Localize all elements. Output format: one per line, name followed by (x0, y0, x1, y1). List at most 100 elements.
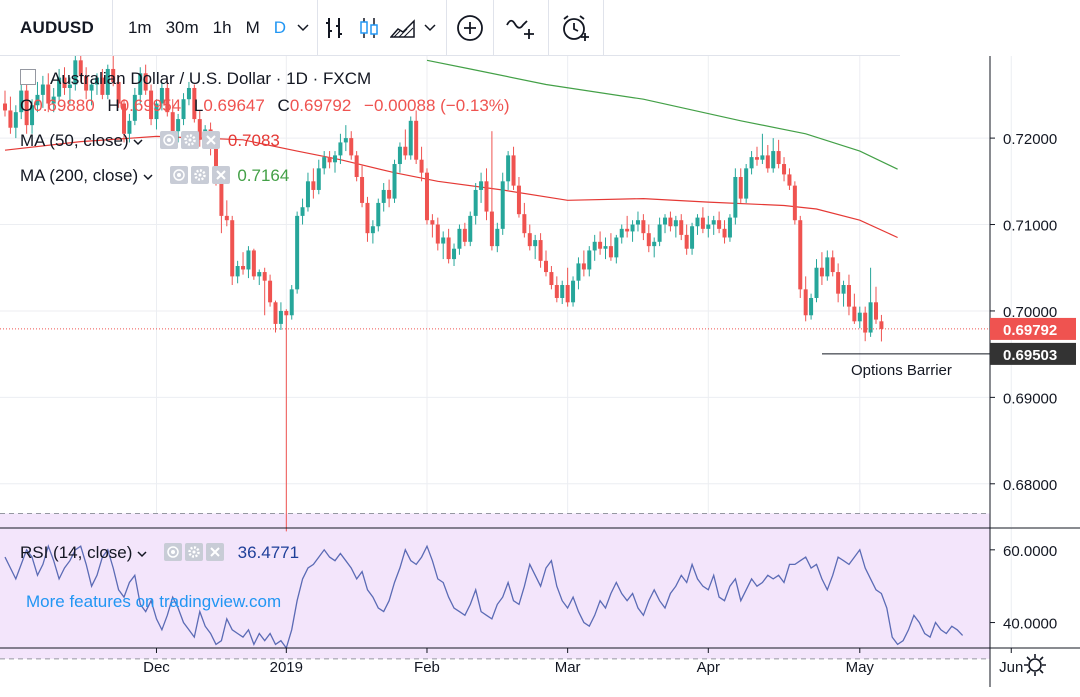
chart-collapse-icon[interactable] (20, 69, 36, 85)
candle-body (635, 220, 640, 225)
alarm-icon[interactable] (549, 0, 603, 55)
settings-gear-icon[interactable] (1022, 652, 1048, 678)
candle-body (262, 272, 267, 281)
timeframe-D[interactable]: D (273, 17, 287, 37)
ma200-label[interactable]: MA (200, close) (20, 166, 139, 185)
candle-body (159, 87, 164, 104)
price-tick-label: 0.70000 (1003, 304, 1057, 321)
candle-body (149, 90, 154, 120)
time-tick-label: Mar (555, 659, 581, 676)
candle-body (544, 260, 548, 273)
timeframe-30m[interactable]: 30m (165, 17, 199, 37)
candle-body (776, 151, 781, 165)
settings-gear-icon[interactable] (190, 166, 209, 184)
area-chart-icon[interactable] (386, 0, 420, 55)
candle-body (603, 246, 608, 249)
symbol-name[interactable]: AUDUSD (20, 17, 94, 37)
candle-body (684, 234, 689, 249)
chevron-down-icon[interactable] (293, 0, 313, 55)
candle-body (857, 312, 862, 322)
candle-body (554, 285, 559, 298)
time-tick-label: Feb (414, 659, 440, 676)
candle-body (24, 90, 29, 126)
ma50-label[interactable]: MA (50, close) (20, 131, 129, 150)
candle-body (754, 157, 759, 160)
chart-title: Australian Dollar / U.S. Dollar · 1D · F… (50, 69, 372, 88)
candle-body (652, 241, 657, 247)
candle-body (782, 164, 787, 175)
legend-title-row: Australian Dollar / U.S. Dollar · 1D · F… (20, 69, 371, 89)
timeframe-1h[interactable]: 1h (212, 17, 232, 37)
close-value: 0.69792 (289, 96, 352, 115)
remove-close-icon[interactable] (205, 543, 224, 561)
candle-body (116, 81, 121, 104)
visibility-eye-icon[interactable] (160, 131, 179, 149)
candle-body (630, 224, 635, 232)
add-indicator-icon[interactable] (447, 0, 493, 55)
candle-body (825, 257, 830, 277)
rsi-label[interactable]: RSI (14, close) (20, 543, 133, 562)
candle-body (268, 280, 273, 303)
candle-body (484, 181, 489, 212)
candle-body (657, 224, 662, 242)
timeframe-1m[interactable]: 1m (127, 17, 152, 37)
candle-body (506, 155, 511, 182)
candle-body (587, 250, 592, 270)
candle-body (430, 220, 435, 225)
bar-chart-icon[interactable] (318, 0, 352, 55)
chevron-down-icon[interactable] (143, 166, 158, 185)
candles-icon[interactable] (352, 0, 386, 55)
candle-body (663, 217, 668, 225)
toolbar-divider (493, 0, 495, 55)
candle-body (322, 157, 327, 169)
candle-body (452, 248, 457, 260)
candle-body (295, 215, 300, 290)
candle-body (511, 155, 516, 186)
candle-body (608, 246, 613, 258)
timeframe-M[interactable]: M (245, 17, 260, 37)
rsi-line (4, 544, 964, 650)
chevron-down-icon[interactable] (420, 0, 440, 55)
candle-body (89, 84, 94, 91)
candle-body (733, 176, 738, 218)
chevron-down-icon[interactable] (137, 543, 152, 562)
settings-gear-icon[interactable] (184, 543, 203, 561)
chevron-down-icon[interactable] (133, 131, 148, 150)
time-tick-label: Dec (143, 659, 170, 676)
last-price-label: 0.69792 (1003, 322, 1057, 339)
price-tick-label: 0.71000 (1003, 218, 1057, 235)
candle-body (154, 103, 159, 120)
candle-body (792, 185, 797, 221)
candle-body (598, 241, 603, 249)
candle-body (19, 90, 24, 113)
remove-close-icon[interactable] (211, 166, 230, 184)
candle-body (722, 228, 727, 238)
candle-body (408, 120, 413, 156)
settings-gear-icon[interactable] (181, 131, 200, 149)
visibility-eye-icon[interactable] (163, 543, 182, 561)
candle-body (40, 84, 45, 95)
candle-body (516, 185, 521, 215)
candle-body (311, 181, 316, 190)
compare-icon[interactable] (494, 0, 548, 55)
candle-body (192, 87, 197, 120)
candle-body (122, 103, 127, 134)
last-price-label-bg (990, 317, 1076, 340)
top-toolbar: AUDUSD 1m 30m 1h M D (0, 0, 900, 56)
time-tick-label: Jun (999, 659, 1023, 676)
candle-body (679, 220, 684, 235)
visibility-eye-icon[interactable] (169, 166, 188, 184)
remove-close-icon[interactable] (202, 131, 221, 149)
candle-body (798, 220, 803, 290)
tradingview-link[interactable]: More features on tradingview.com (26, 592, 282, 611)
candle-body (668, 217, 673, 227)
ohlc-readout: O0.69880 H0.69954 L0.69647 C0.69792 −0.0… (20, 96, 510, 116)
candle-body (143, 73, 148, 91)
candle-body (46, 84, 51, 104)
candle-body (305, 181, 310, 208)
candle-body (165, 87, 170, 113)
ma50-legend: MA (50, close) 0.7083 (20, 131, 280, 151)
candle-body (527, 233, 532, 247)
